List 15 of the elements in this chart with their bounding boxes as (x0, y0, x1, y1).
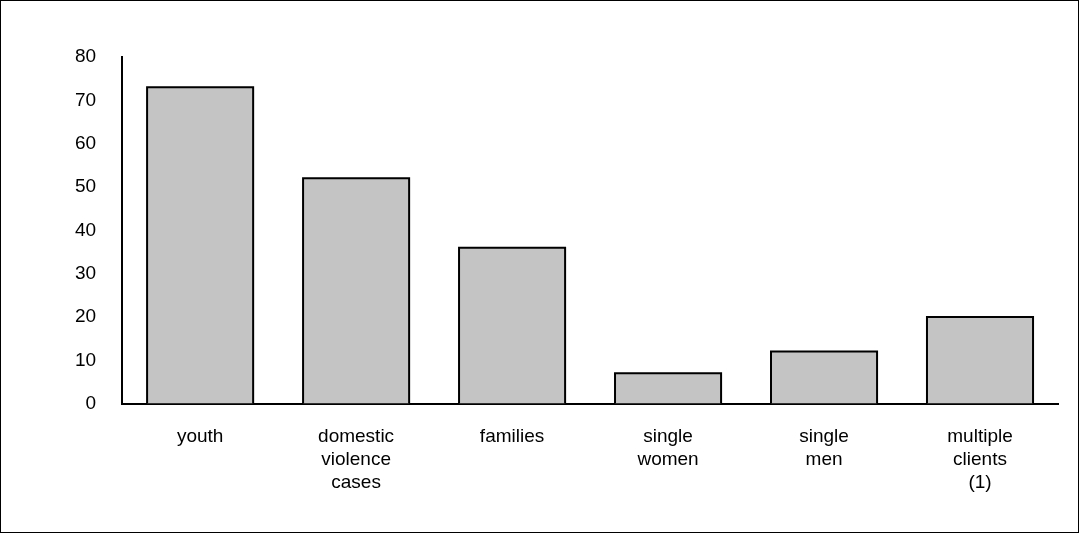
y-tick-label: 30 (74, 261, 97, 283)
x-tick-label: single women (636, 425, 699, 470)
y-tick-label: 0 (85, 391, 97, 413)
x-tick-label: multiple clients (1) (947, 425, 1013, 492)
x-tick-label: youth (176, 425, 224, 447)
y-tick-label: 10 (74, 348, 97, 370)
y-tick-label: 20 (74, 305, 97, 327)
y-tick-label: 70 (74, 88, 97, 110)
y-tick-label: 80 (74, 45, 97, 67)
y-tick-label: 60 (74, 131, 97, 153)
y-tick-label: 50 (74, 175, 97, 197)
x-tick-label: domestic violence cases (318, 425, 395, 492)
x-tick-label: families (479, 425, 545, 447)
x-tick-label: single men (799, 425, 849, 470)
y-tick-label: 40 (74, 218, 97, 240)
